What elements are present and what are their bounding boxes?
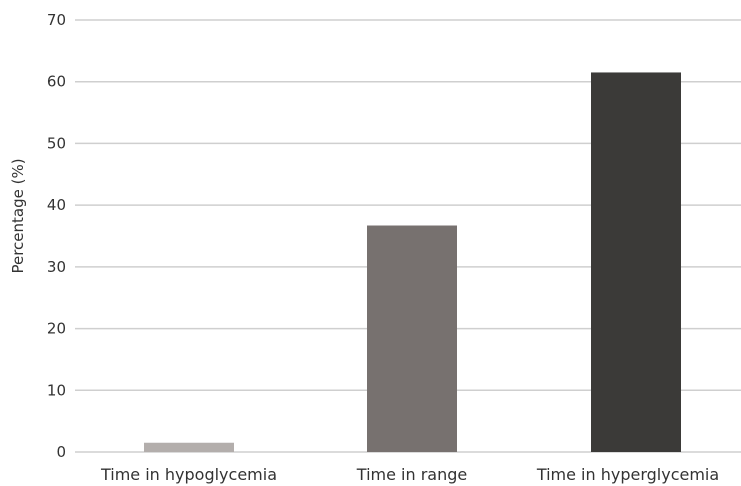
y-tick-label: 0 [56, 443, 66, 461]
y-tick-label: 40 [47, 196, 66, 214]
x-category-label: Time in range [356, 465, 467, 484]
y-tick-label: 10 [47, 381, 66, 399]
x-axis-labels: Time in hypoglycemia Time in range Time in… [100, 465, 719, 484]
bar [367, 225, 457, 452]
x-category-label: Time in hyperglycemia [536, 465, 719, 484]
bar [144, 442, 234, 452]
x-category-label: Time in hypoglycemia [100, 465, 277, 484]
y-tick-label: 30 [47, 258, 66, 276]
y-axis-title: Percentage (%) [9, 158, 27, 273]
y-tick-label: 60 [47, 73, 66, 91]
y-tick-label: 50 [47, 134, 66, 152]
y-tick-label: 20 [47, 320, 66, 338]
bars [144, 72, 681, 452]
y-tick-label: 70 [47, 11, 66, 29]
bar [591, 72, 681, 452]
y-axis-ticks: 0 10 20 30 40 50 60 70 [47, 11, 66, 461]
